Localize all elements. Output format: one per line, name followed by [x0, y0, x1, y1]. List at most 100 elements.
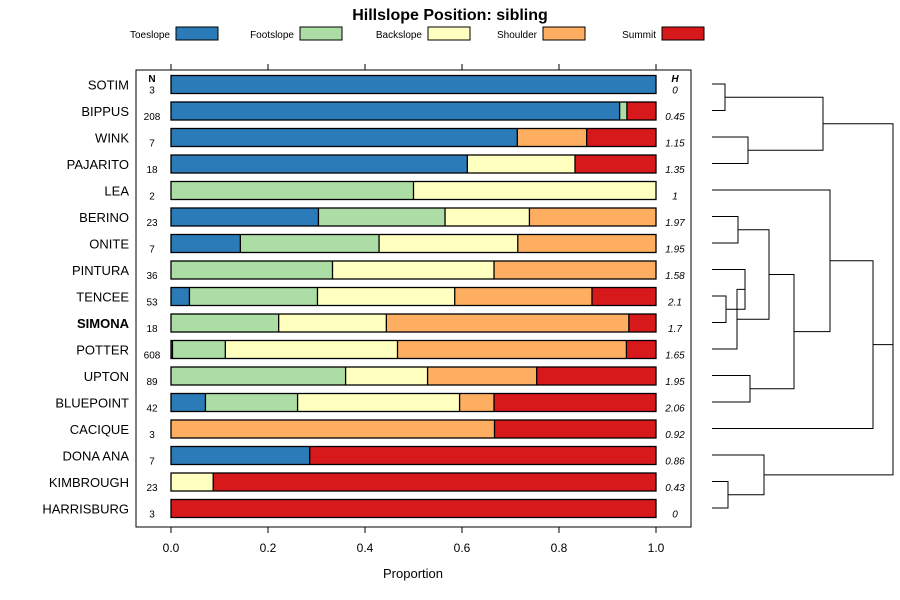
bar-segment-toeslope: [171, 128, 518, 147]
category-label: PAJARITO: [67, 157, 129, 172]
x-tick-label: 1.0: [648, 541, 665, 555]
bar-outline: [170, 286, 657, 307]
h-value: 0.45: [665, 112, 685, 123]
bar-segment-toeslope: [171, 393, 206, 412]
x-axis-title: Proportion: [383, 566, 443, 581]
bar-segment-footslope: [171, 314, 279, 332]
x-tick-label: 0.6: [454, 541, 471, 555]
bar-row: [170, 472, 657, 492]
bar-segment-backslope: [225, 340, 398, 359]
bar-outline: [170, 101, 657, 121]
h-value: 1.95: [665, 377, 685, 388]
category-label: BERINO: [79, 210, 129, 225]
bar-row: [170, 419, 657, 439]
x-tick-label: 0.8: [551, 541, 568, 555]
n-value: 53: [146, 298, 158, 309]
bar-segment-summit: [494, 420, 656, 438]
dendrogram-link: [712, 216, 739, 244]
legend-swatch: [175, 26, 219, 41]
bar-segment-backslope: [278, 314, 387, 332]
bar-outline: [170, 233, 657, 254]
h-value: 2.06: [664, 404, 685, 415]
legend-label: Toeslope: [130, 30, 170, 41]
n-value: 42: [146, 404, 158, 415]
h-value: 0: [672, 86, 678, 97]
category-label: SIMONA: [77, 316, 130, 331]
category-label: UPTON: [84, 369, 129, 384]
bar-segment-summit: [591, 287, 656, 306]
bar-segment-footslope: [318, 208, 446, 226]
bar-segment-footslope: [619, 102, 627, 120]
dendrogram-link: [712, 454, 765, 496]
bar-outline: [170, 339, 657, 360]
category-labels: SOTIM 3 0 BIPPUS 208 0.45 WINK 7 1.15 PAJARITO 18 1…: [42, 78, 685, 521]
dendrogram-link: [712, 189, 831, 333]
bar-segment-backslope: [297, 393, 460, 412]
dendrogram: [712, 83, 894, 509]
h-value: 1.65: [665, 351, 685, 362]
n-value: 7: [149, 139, 155, 150]
bar-segment-toeslope: [171, 102, 620, 120]
bar-segment-summit: [536, 367, 656, 385]
bar-segment-footslope: [171, 367, 346, 385]
category-label: CACIQUE: [70, 422, 130, 437]
h-value: 1: [672, 192, 678, 203]
n-value: 2: [149, 192, 155, 203]
bar-row: [170, 101, 657, 121]
n-value: 7: [149, 457, 155, 468]
bar-outline: [170, 366, 657, 386]
dendrogram-link: [712, 83, 726, 111]
bar-segment-backslope: [379, 234, 518, 253]
n-header: N: [148, 74, 155, 85]
h-value: 0.92: [665, 430, 685, 441]
bar-segment-toeslope: [171, 208, 319, 226]
n-value: 608: [144, 351, 161, 362]
bar-outline: [170, 419, 657, 439]
bar-segment-shoulder: [529, 208, 656, 226]
bar-segment-toeslope: [171, 155, 468, 173]
dendrogram-link: [712, 295, 727, 323]
dendrogram-link: [725, 96, 824, 151]
bar-segment-summit: [213, 473, 656, 491]
x-tick-label: 0.2: [260, 541, 277, 555]
bar-segment-toeslope: [171, 287, 190, 306]
bar-segment-backslope: [413, 181, 656, 200]
legend-swatch: [661, 26, 705, 41]
bar-segment-backslope: [332, 261, 495, 279]
legend-swatch: [427, 26, 471, 41]
bar-row: [170, 127, 657, 148]
h-value: 0.43: [665, 483, 685, 494]
bar-segment-backslope: [445, 208, 530, 226]
bar-segment-summit: [626, 340, 656, 359]
n-value: 7: [149, 245, 155, 256]
bar-row: [170, 445, 657, 466]
plot-frame: [135, 69, 692, 528]
category-label: WINK: [95, 131, 129, 146]
bar-segment-backslope: [467, 155, 576, 173]
category-label: POTTER: [76, 343, 129, 358]
bar-row: [170, 260, 657, 280]
n-value: 36: [146, 271, 158, 282]
bar-segment-footslope: [172, 340, 226, 359]
x-tick-label: 0.4: [357, 541, 374, 555]
bar-segment-summit: [628, 314, 656, 332]
category-label: SOTIM: [88, 78, 129, 93]
bars-layer: [170, 74, 657, 519]
h-value: 1.95: [665, 245, 685, 256]
bar-segment-backslope: [345, 367, 428, 385]
h-value: 1.58: [665, 271, 685, 282]
bar-segment-summit: [575, 155, 656, 173]
n-value: 3: [149, 86, 155, 97]
legend: Toeslope Footslope Backslope Shoulder Summit: [130, 26, 705, 41]
bar-outline: [170, 313, 657, 333]
legend-label: Shoulder: [497, 30, 538, 41]
n-value: 18: [146, 165, 158, 176]
h-value: 0.86: [665, 457, 685, 468]
dendrogram-link: [823, 123, 894, 346]
n-value: 18: [146, 324, 158, 335]
bar-segment-summit: [586, 128, 656, 147]
bar-segment-shoulder: [517, 234, 656, 253]
bar-segment-shoulder: [517, 128, 587, 147]
bar-segment-footslope: [189, 287, 318, 306]
bar-row: [170, 207, 657, 227]
